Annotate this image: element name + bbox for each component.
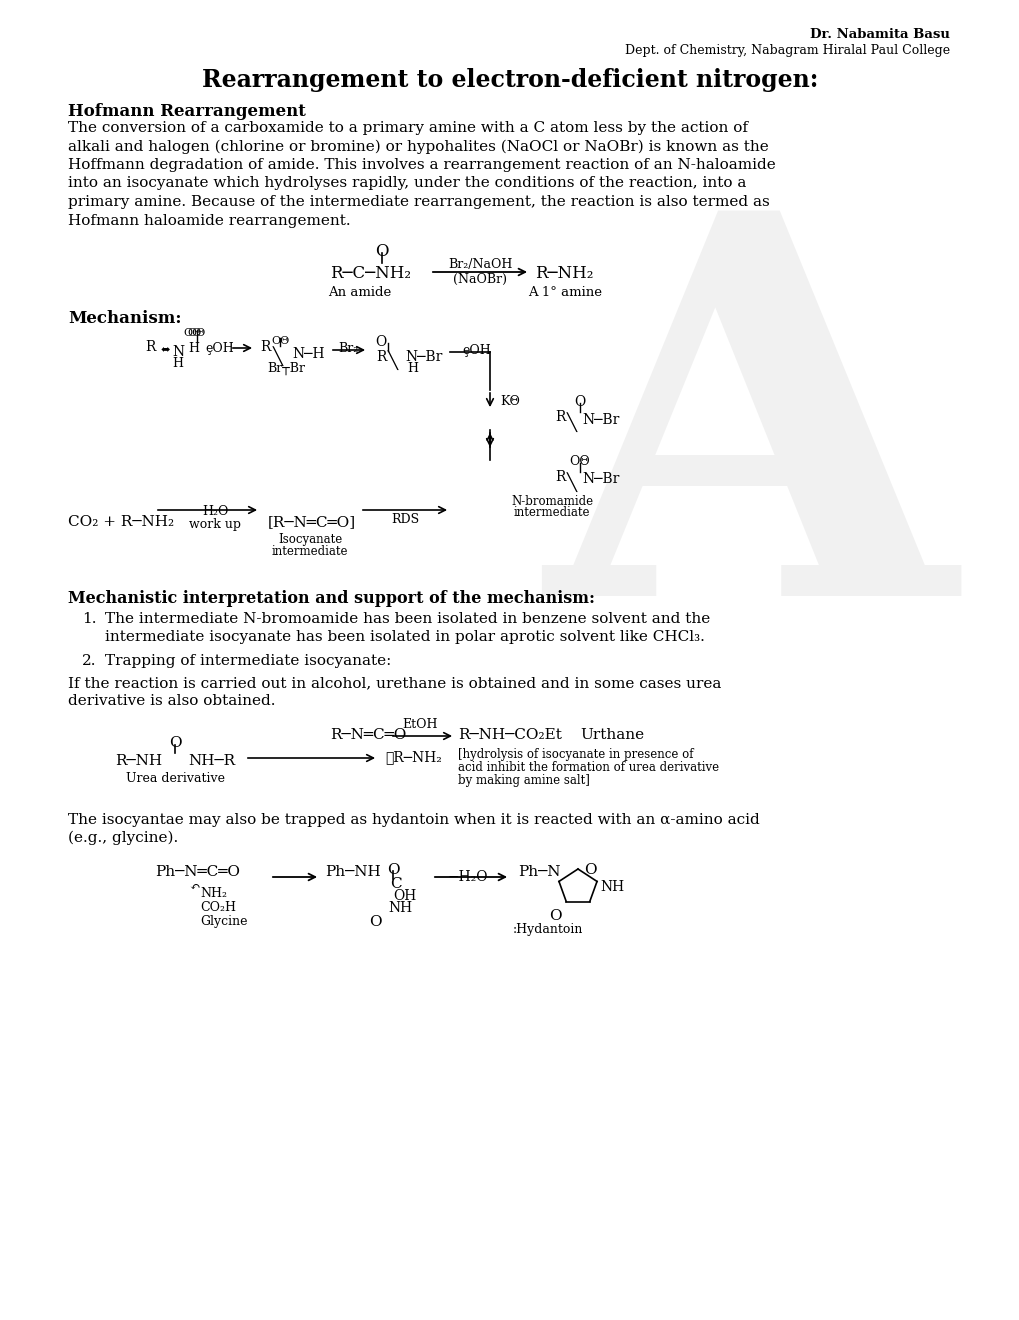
Text: Ph─NH: Ph─NH bbox=[325, 865, 380, 879]
Text: R: R bbox=[554, 411, 565, 424]
Text: OH: OH bbox=[392, 888, 416, 903]
Text: O: O bbox=[368, 915, 381, 929]
Text: A: A bbox=[545, 194, 954, 706]
Text: ╲: ╲ bbox=[387, 350, 397, 370]
Text: ȩOH: ȩOH bbox=[205, 342, 233, 355]
Text: ȩOH: ȩOH bbox=[462, 345, 490, 356]
Text: N: N bbox=[172, 345, 183, 359]
Text: Urea derivative: Urea derivative bbox=[125, 772, 224, 785]
Text: R─N═C═O: R─N═C═O bbox=[330, 729, 406, 742]
Text: O: O bbox=[574, 395, 585, 409]
Text: R─NH: R─NH bbox=[115, 754, 162, 768]
Text: R─NH₂: R─NH₂ bbox=[535, 265, 593, 282]
Text: −H₂O: −H₂O bbox=[447, 870, 488, 884]
Text: acid inhibit the formation of urea derivative: acid inhibit the formation of urea deriv… bbox=[458, 762, 718, 774]
Text: [R─N═C═O]: [R─N═C═O] bbox=[268, 515, 356, 529]
Text: ╲: ╲ bbox=[567, 412, 577, 432]
Text: O: O bbox=[375, 243, 388, 260]
Text: CO₂ + R─NH₂: CO₂ + R─NH₂ bbox=[68, 515, 174, 529]
Text: Hofmann haloamide rearrangement.: Hofmann haloamide rearrangement. bbox=[68, 214, 351, 227]
Text: Br┬Br: Br┬Br bbox=[267, 362, 305, 375]
Text: Urthane: Urthane bbox=[580, 729, 643, 742]
Text: :Hydantoin: :Hydantoin bbox=[513, 923, 583, 936]
Text: EtOH: EtOH bbox=[401, 718, 437, 731]
Text: R: R bbox=[145, 341, 155, 354]
Text: (e.g., glycine).: (e.g., glycine). bbox=[68, 832, 178, 845]
Text: N-bromamide: N-bromamide bbox=[511, 495, 592, 508]
Text: intermediate: intermediate bbox=[271, 545, 347, 558]
Text: Hofmann Rearrangement: Hofmann Rearrangement bbox=[68, 103, 306, 120]
Text: N─Br: N─Br bbox=[582, 413, 619, 426]
Text: Ph─N═C═O: Ph─N═C═O bbox=[155, 865, 239, 879]
Text: (NaOBr): (NaOBr) bbox=[452, 273, 506, 286]
Text: Glycine: Glycine bbox=[200, 915, 248, 928]
Text: derivative is also obtained.: derivative is also obtained. bbox=[68, 694, 275, 708]
Text: H: H bbox=[408, 362, 418, 375]
Text: An amide: An amide bbox=[328, 286, 391, 300]
Text: ╲: ╲ bbox=[273, 346, 282, 366]
Text: The isocyantae may also be trapped as hydantoin when it is reacted with an α-ami: The isocyantae may also be trapped as hy… bbox=[68, 813, 759, 828]
Text: KΘ: KΘ bbox=[499, 395, 520, 408]
Text: O: O bbox=[168, 737, 181, 750]
Text: ⎹R─NH₂: ⎹R─NH₂ bbox=[384, 750, 441, 764]
Text: Dr. Nabamita Basu: Dr. Nabamita Basu bbox=[809, 28, 949, 41]
Text: [hydrolysis of isocyanate in presence of: [hydrolysis of isocyanate in presence of bbox=[458, 748, 693, 762]
Text: R: R bbox=[260, 341, 270, 354]
Text: H: H bbox=[187, 342, 199, 355]
Text: by making amine salt]: by making amine salt] bbox=[458, 774, 589, 787]
Text: NH─R: NH─R bbox=[187, 754, 235, 768]
Text: Br₂/NaOH: Br₂/NaOH bbox=[447, 257, 512, 271]
Text: O: O bbox=[386, 863, 398, 876]
Text: OΘ: OΘ bbox=[187, 327, 206, 338]
Text: R: R bbox=[376, 350, 386, 364]
Text: primary amine. Because of the intermediate rearrangement, the reaction is also t: primary amine. Because of the intermedia… bbox=[68, 195, 769, 209]
Text: R: R bbox=[554, 470, 565, 484]
Text: NH: NH bbox=[599, 880, 624, 894]
Text: N─H: N─H bbox=[291, 347, 324, 360]
Text: Dept. of Chemistry, Nabagram Hiralal Paul College: Dept. of Chemistry, Nabagram Hiralal Pau… bbox=[625, 44, 949, 57]
Text: Hoffmann degradation of amide. This involves a rearrangement reaction of an N-ha: Hoffmann degradation of amide. This invo… bbox=[68, 158, 775, 172]
Text: N─Br: N─Br bbox=[405, 350, 442, 364]
Text: The conversion of a carboxamide to a primary amine with a C atom less by the act: The conversion of a carboxamide to a pri… bbox=[68, 121, 747, 135]
Text: OΘ: OΘ bbox=[271, 337, 288, 346]
Text: intermediate: intermediate bbox=[514, 506, 590, 519]
Text: A 1° amine: A 1° amine bbox=[528, 286, 601, 300]
Text: into an isocyanate which hydrolyses rapidly, under the conditions of the reactio: into an isocyanate which hydrolyses rapi… bbox=[68, 177, 746, 190]
Text: Isocyanate: Isocyanate bbox=[277, 533, 341, 546]
Text: O: O bbox=[583, 863, 596, 876]
Text: Rearrangement to electron-deficient nitrogen:: Rearrangement to electron-deficient nitr… bbox=[202, 69, 817, 92]
Text: R─NH─CO₂Et: R─NH─CO₂Et bbox=[458, 729, 561, 742]
Text: C: C bbox=[389, 876, 401, 891]
Text: work up: work up bbox=[189, 517, 240, 531]
Text: The intermediate N-bromoamide has been isolated in benzene solvent and the: The intermediate N-bromoamide has been i… bbox=[105, 612, 709, 626]
Text: Mechanism:: Mechanism: bbox=[68, 310, 181, 327]
Text: ⬌: ⬌ bbox=[160, 345, 169, 355]
Text: NH: NH bbox=[387, 902, 412, 915]
Text: OΘ: OΘ bbox=[569, 455, 590, 469]
Text: 1.: 1. bbox=[82, 612, 97, 626]
Text: H: H bbox=[172, 356, 183, 370]
Text: Mechanistic interpretation and support of the mechanism:: Mechanistic interpretation and support o… bbox=[68, 590, 594, 607]
Text: ↶: ↶ bbox=[190, 880, 200, 894]
Text: NH₂: NH₂ bbox=[200, 887, 227, 900]
Text: Trapping of intermediate isocyanate:: Trapping of intermediate isocyanate: bbox=[105, 653, 391, 668]
Text: O: O bbox=[375, 335, 386, 348]
Text: CO₂H: CO₂H bbox=[200, 902, 235, 913]
Text: Br₂: Br₂ bbox=[337, 342, 358, 355]
Text: 2.: 2. bbox=[82, 653, 97, 668]
Text: intermediate isocyanate has been isolated in polar aprotic solvent like CHCl₃.: intermediate isocyanate has been isolate… bbox=[105, 630, 704, 644]
Text: N─Br: N─Br bbox=[582, 473, 619, 486]
Text: ╲: ╲ bbox=[567, 473, 577, 492]
Text: O: O bbox=[548, 909, 560, 923]
Text: RDS: RDS bbox=[390, 513, 419, 525]
Text: H₂O: H₂O bbox=[202, 506, 228, 517]
Text: OΘ: OΘ bbox=[182, 327, 201, 338]
Text: If the reaction is carried out in alcohol, urethane is obtained and in some case: If the reaction is carried out in alcoho… bbox=[68, 676, 720, 690]
Text: R─C─NH₂: R─C─NH₂ bbox=[330, 265, 411, 282]
Text: alkali and halogen (chlorine or bromine) or hypohalites (NaOCl or NaOBr) is know: alkali and halogen (chlorine or bromine)… bbox=[68, 140, 768, 154]
Text: Ph─N: Ph─N bbox=[518, 865, 560, 879]
